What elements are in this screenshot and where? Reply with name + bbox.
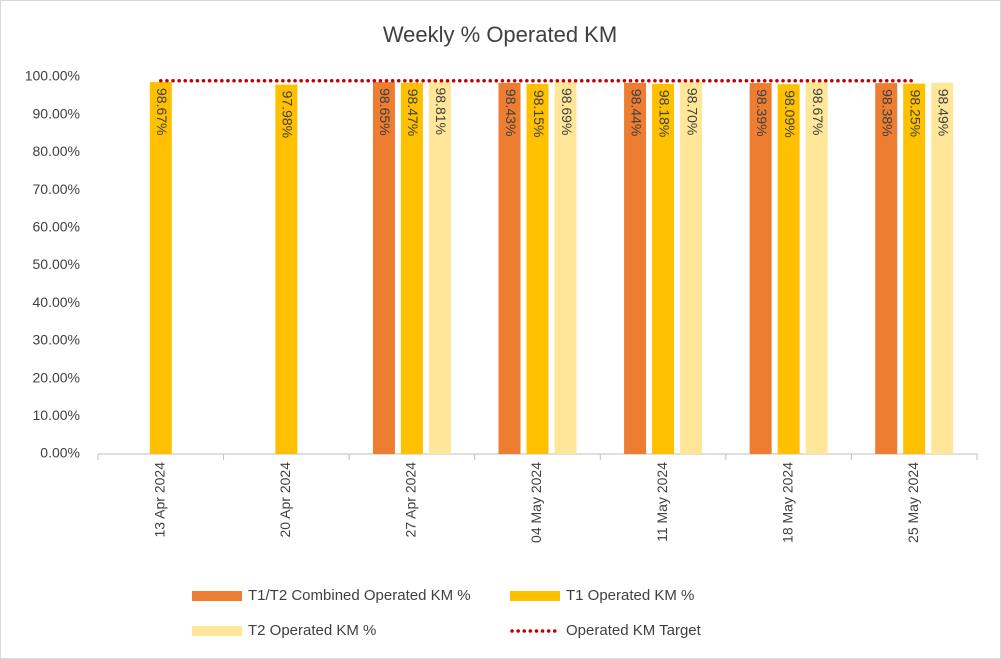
legend-swatch xyxy=(192,591,242,601)
y-tick-label: 90.00% xyxy=(33,105,80,121)
bar xyxy=(777,84,800,455)
legend-label: Operated KM Target xyxy=(566,622,702,639)
bar xyxy=(875,83,898,455)
bar xyxy=(805,82,828,454)
y-tick-label: 80.00% xyxy=(33,143,80,159)
x-tick-label: 18 May 2024 xyxy=(779,462,795,543)
data-label: 98.47% xyxy=(405,89,421,136)
x-tick-label: 13 Apr 2024 xyxy=(151,462,167,538)
data-label: 98.09% xyxy=(782,90,798,137)
y-tick-label: 60.00% xyxy=(33,219,80,235)
legend-label: T1 Operated KM % xyxy=(566,587,694,604)
x-tick-label: 27 Apr 2024 xyxy=(403,462,419,538)
x-tick-label: 20 Apr 2024 xyxy=(277,462,293,538)
y-tick-label: 50.00% xyxy=(33,256,80,272)
chart-title: Weekly % Operated KM xyxy=(383,22,617,47)
legend-label: T2 Operated KM % xyxy=(248,622,376,639)
bar xyxy=(498,82,521,455)
data-label: 98.49% xyxy=(936,89,952,136)
bar xyxy=(652,83,675,455)
data-label: 98.65% xyxy=(377,88,393,135)
x-tick-label: 11 May 2024 xyxy=(654,462,670,542)
y-tick-label: 70.00% xyxy=(33,181,80,197)
data-label: 98.44% xyxy=(628,89,644,136)
y-tick-label: 40.00% xyxy=(33,294,80,310)
bar xyxy=(400,82,423,454)
legend-swatch xyxy=(192,626,242,636)
data-label: 98.81% xyxy=(433,87,449,134)
y-tick-label: 0.00% xyxy=(40,445,80,461)
bar xyxy=(931,82,954,455)
bar xyxy=(554,81,577,455)
bar xyxy=(372,82,395,454)
y-tick-label: 10.00% xyxy=(33,407,80,423)
legend-label: T1/T2 Combined Operated KM % xyxy=(248,587,471,604)
y-tick-label: 100.00% xyxy=(25,68,80,84)
bar xyxy=(428,81,451,454)
bar xyxy=(149,82,172,454)
data-label: 98.70% xyxy=(684,88,700,135)
data-label: 98.39% xyxy=(754,89,770,136)
data-label: 98.15% xyxy=(531,90,547,137)
bar xyxy=(526,83,549,455)
data-label: 98.25% xyxy=(908,90,924,137)
y-tick-label: 20.00% xyxy=(33,369,80,385)
bar xyxy=(624,82,647,455)
data-label: 98.67% xyxy=(810,88,826,135)
data-label: 97.98% xyxy=(280,91,296,138)
y-tick-label: 30.00% xyxy=(33,332,80,348)
bar xyxy=(749,83,772,454)
data-label: 98.38% xyxy=(880,89,896,136)
bar xyxy=(275,84,298,454)
data-label: 98.67% xyxy=(154,88,170,135)
legend-swatch xyxy=(510,591,560,601)
x-tick-label: 04 May 2024 xyxy=(528,462,544,543)
bar xyxy=(680,81,703,454)
data-label: 98.18% xyxy=(656,90,672,137)
data-label: 98.43% xyxy=(503,89,519,136)
x-tick-label: 25 May 2024 xyxy=(905,462,921,543)
data-label: 98.69% xyxy=(559,88,575,135)
bar xyxy=(903,83,926,454)
